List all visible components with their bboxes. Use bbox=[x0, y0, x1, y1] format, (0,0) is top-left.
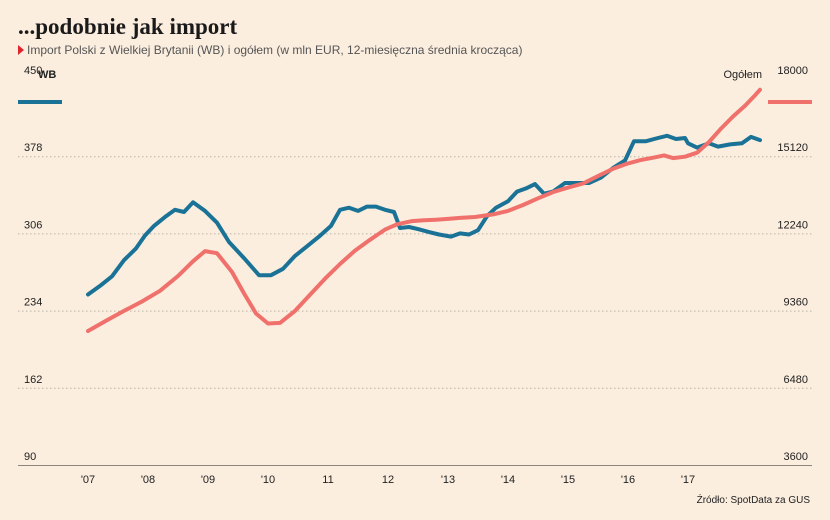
x-tick-label: '16 bbox=[621, 474, 635, 486]
right-axis-label: Ogółem bbox=[723, 69, 762, 81]
chart-subtitle: Import Polski z Wielkiej Brytanii (WB) i… bbox=[18, 43, 522, 57]
left-tick-label: 90 bbox=[24, 451, 36, 463]
right-tick-label: 18000 bbox=[777, 65, 808, 77]
x-tick-label: '17 bbox=[681, 474, 695, 486]
x-tick-label: '09 bbox=[201, 474, 215, 486]
x-tick-label: '14 bbox=[501, 474, 515, 486]
source-note: Źródło: SpotData za GUS bbox=[696, 495, 810, 506]
left-tick-label: 234 bbox=[24, 297, 42, 309]
right-tick-label: 6480 bbox=[784, 374, 808, 386]
left-tick-label: 162 bbox=[24, 374, 42, 386]
x-tick-label: '15 bbox=[561, 474, 575, 486]
right-tick-label: 12240 bbox=[777, 219, 808, 231]
chart-title: ...podobnie jak import bbox=[18, 14, 238, 39]
x-tick-label: '13 bbox=[441, 474, 455, 486]
x-tick-label: '08 bbox=[141, 474, 155, 486]
subtitle-marker-icon bbox=[18, 45, 24, 55]
subtitle-text: Import Polski z Wielkiej Brytanii (WB) i… bbox=[27, 43, 523, 57]
left-tick-label: 378 bbox=[24, 142, 42, 154]
left-tick-label: 450 bbox=[24, 65, 42, 77]
x-tick-label: 12 bbox=[382, 474, 394, 486]
right-tick-label: 3600 bbox=[784, 451, 808, 463]
x-tick-label: 11 bbox=[322, 474, 333, 486]
right-tick-label: 9360 bbox=[784, 297, 808, 309]
x-tick-label: '07 bbox=[81, 474, 95, 486]
right-tick-label: 15120 bbox=[777, 142, 808, 154]
left-axis-label: WB bbox=[38, 69, 56, 81]
left-tick-label: 306 bbox=[24, 219, 42, 231]
series-line-total bbox=[86, 87, 762, 333]
x-tick-label: '10 bbox=[261, 474, 275, 486]
series-line-wb bbox=[86, 133, 762, 297]
